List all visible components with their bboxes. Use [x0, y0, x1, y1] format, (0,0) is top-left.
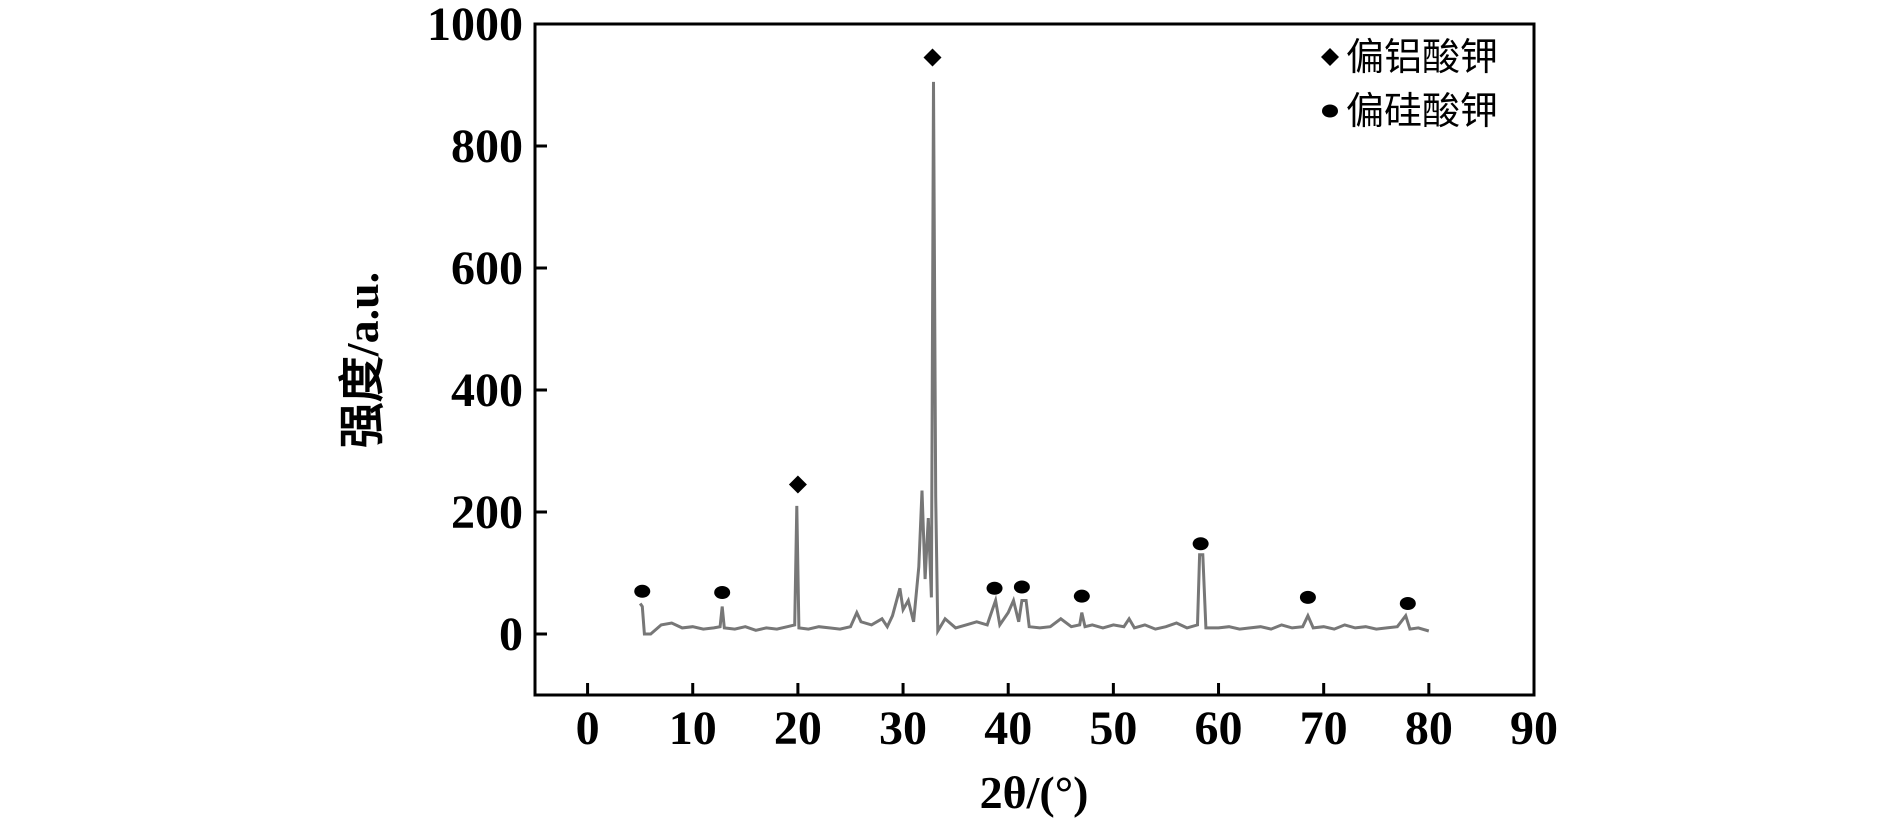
- x-tick-label: 10: [669, 702, 717, 755]
- y-tick-label: 200: [451, 486, 523, 539]
- xrd-line: [638, 81, 1430, 637]
- circle-marker: [1192, 537, 1209, 551]
- circle-marker: [986, 581, 1003, 595]
- diamond-marker: [788, 475, 807, 494]
- circle-marker: [634, 584, 651, 598]
- x-tick-label: 90: [1510, 702, 1558, 755]
- circle-marker: [1299, 590, 1316, 604]
- circle-marker: [714, 586, 731, 600]
- diamond-marker: [923, 48, 942, 67]
- legend-label: 偏硅酸钾: [1346, 91, 1498, 133]
- y-axis-title: 强度/a.u.: [337, 272, 388, 448]
- circle-marker: [1399, 597, 1416, 610]
- y-tick-label: 400: [451, 364, 523, 417]
- x-tick-label: 70: [1300, 702, 1348, 755]
- legend-marker: [1321, 48, 1339, 66]
- x-tick-label: 40: [984, 702, 1032, 755]
- y-tick-label: 0: [499, 608, 523, 661]
- x-tick-label: 30: [879, 702, 927, 755]
- circle-marker: [1013, 580, 1030, 594]
- x-tick-label: 0: [576, 702, 600, 755]
- x-axis-title: 2θ/(°): [980, 767, 1089, 818]
- x-tick-label: 80: [1405, 702, 1453, 755]
- legend-marker: [1322, 104, 1338, 118]
- x-tick-label: 20: [774, 702, 822, 755]
- plot-frame: [533, 22, 1536, 697]
- y-tick-label: 800: [451, 120, 523, 173]
- circle-marker: [1073, 589, 1090, 603]
- x-tick-label: 60: [1195, 702, 1243, 755]
- y-tick-label: 600: [451, 242, 523, 295]
- x-tick-label: 50: [1089, 702, 1137, 755]
- legend-label: 偏铝酸钾: [1346, 37, 1498, 79]
- y-tick-label: 1000: [427, 0, 523, 51]
